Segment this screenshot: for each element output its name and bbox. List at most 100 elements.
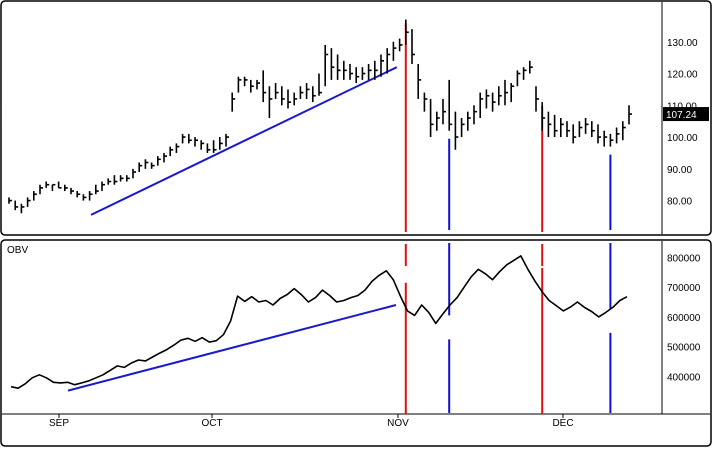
price-bar	[411, 29, 415, 64]
price-bar	[349, 64, 353, 80]
price-bar	[386, 48, 391, 74]
price-bar	[398, 38, 403, 52]
price-bar	[262, 70, 267, 103]
obv-series-line	[10, 255, 628, 390]
price-bar	[553, 114, 558, 138]
x-tick-label: DEC	[552, 418, 573, 429]
price-bar	[250, 79, 254, 93]
price-bar	[336, 54, 341, 80]
price-bar	[20, 203, 25, 214]
price-bar	[212, 140, 217, 153]
price-bar	[107, 178, 112, 185]
price-bar	[392, 41, 397, 61]
price-bar	[541, 102, 546, 131]
price-bar	[45, 181, 50, 188]
price-bar	[342, 60, 347, 80]
price-bar	[274, 83, 279, 99]
price-bar	[522, 67, 527, 80]
price-bar	[584, 118, 589, 134]
price-bar	[268, 86, 273, 118]
price-bar	[237, 76, 242, 93]
last-price-badge	[663, 107, 709, 122]
price-bar	[491, 92, 496, 112]
price-bar	[628, 105, 632, 125]
price-bar	[188, 133, 192, 144]
price-tick-label: 130.00	[667, 38, 698, 49]
price-bar	[535, 86, 539, 112]
price-bar	[64, 184, 68, 192]
price-bar	[88, 191, 93, 201]
price-tick-label: 90.00	[667, 165, 692, 176]
obv-tick-label: 400000	[667, 372, 701, 383]
price-bar	[466, 111, 471, 131]
price-bar	[113, 175, 118, 185]
price-bar	[219, 137, 223, 150]
price-bar	[621, 121, 626, 141]
price-bar	[318, 73, 322, 96]
price-bar	[119, 175, 124, 182]
price-bar	[504, 79, 508, 106]
price-bar	[516, 70, 521, 87]
price-bar	[101, 181, 105, 192]
obv-panel	[0, 239, 712, 447]
price-bar	[367, 64, 372, 80]
price-bar	[423, 92, 428, 112]
price-bar	[280, 86, 285, 106]
price-bar	[497, 86, 502, 106]
price-bar	[144, 159, 149, 169]
price-bar	[448, 79, 453, 131]
price-bar	[528, 60, 533, 74]
price-bar	[404, 19, 409, 45]
price-bar	[547, 111, 552, 138]
price-bar	[510, 83, 515, 103]
price-bar	[200, 140, 205, 150]
price-bar	[417, 64, 422, 99]
price-bar	[578, 121, 583, 138]
price-bar	[305, 83, 310, 99]
price-bar	[206, 143, 211, 153]
obv-tick-label: 800000	[667, 253, 701, 264]
price-bar	[603, 130, 608, 147]
price-bar	[380, 54, 384, 77]
last-price-label: 107.24	[666, 110, 697, 121]
price-bar	[39, 184, 43, 195]
price-bar	[460, 118, 465, 138]
price-bar	[442, 98, 446, 125]
price-bar	[559, 118, 564, 138]
price-bar	[485, 89, 490, 109]
x-tick-label: OCT	[201, 418, 222, 429]
price-bar	[615, 127, 620, 144]
price-bar	[566, 121, 570, 138]
price-bar	[132, 168, 136, 179]
price-bar	[572, 124, 577, 144]
obv-tick-label: 700000	[667, 283, 701, 294]
price-bar	[181, 133, 186, 144]
price-bar	[256, 79, 260, 90]
price-tick-label: 110.00	[667, 101, 697, 112]
price-panel	[0, 0, 712, 236]
price-bar	[361, 67, 366, 80]
price-bar	[299, 86, 304, 99]
price-bar	[429, 98, 434, 138]
price-bar	[231, 92, 236, 112]
price-bar	[76, 191, 81, 198]
price-bar	[435, 111, 440, 131]
price-tick-label: 100.00	[667, 133, 698, 144]
price-bar	[194, 137, 198, 147]
price-bar	[32, 191, 37, 201]
price-bar	[175, 143, 180, 153]
price-bar	[479, 92, 484, 118]
price-bar	[150, 162, 155, 169]
x-tick-label: SEP	[49, 418, 69, 429]
price-bar	[225, 133, 229, 147]
price-bar	[163, 152, 167, 163]
price-bar	[609, 133, 614, 147]
obv-tick-label: 500000	[667, 343, 701, 354]
obv-label: OBV	[7, 245, 28, 256]
price-bar	[311, 86, 316, 103]
price-bar	[57, 181, 62, 189]
price-bar	[82, 194, 87, 201]
price-tick-label: 80.00	[667, 197, 692, 208]
price-bar	[597, 124, 601, 144]
